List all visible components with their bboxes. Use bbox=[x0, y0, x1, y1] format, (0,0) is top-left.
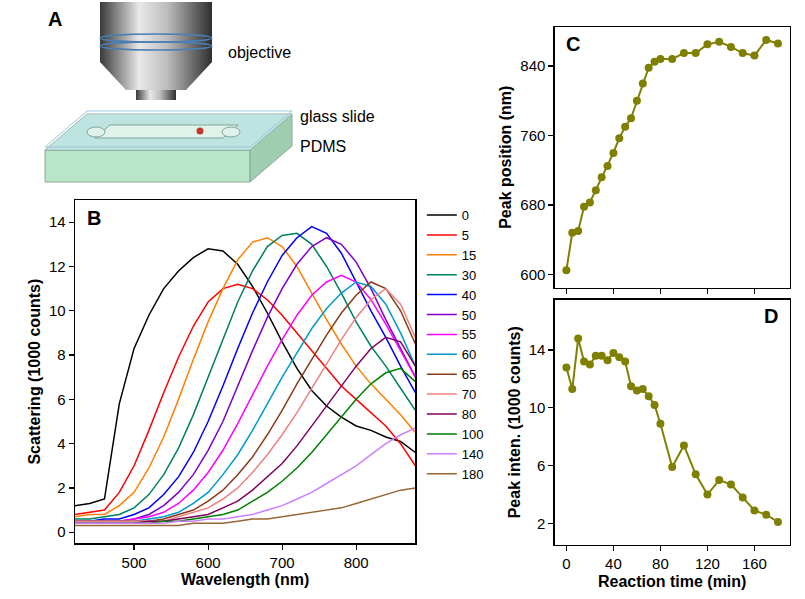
svg-text:6: 6 bbox=[537, 457, 545, 474]
svg-text:4: 4 bbox=[57, 435, 65, 452]
svg-text:objective: objective bbox=[228, 44, 291, 61]
svg-text:500: 500 bbox=[122, 554, 147, 571]
svg-text:100: 100 bbox=[462, 427, 484, 442]
svg-text:Peak position (nm): Peak position (nm) bbox=[497, 86, 514, 229]
svg-text:5: 5 bbox=[462, 228, 469, 243]
svg-text:80: 80 bbox=[652, 555, 669, 572]
svg-text:C: C bbox=[566, 33, 580, 55]
svg-text:180: 180 bbox=[462, 467, 484, 482]
svg-text:Wavelength (nm): Wavelength (nm) bbox=[181, 571, 309, 588]
svg-text:760: 760 bbox=[520, 127, 545, 144]
svg-text:50: 50 bbox=[462, 308, 476, 323]
svg-text:80: 80 bbox=[462, 407, 476, 422]
svg-text:PDMS: PDMS bbox=[300, 138, 346, 155]
svg-text:Scattering (1000 counts): Scattering (1000 counts) bbox=[26, 279, 43, 465]
svg-text:65: 65 bbox=[462, 367, 476, 382]
svg-text:0: 0 bbox=[462, 208, 469, 223]
svg-text:14: 14 bbox=[529, 341, 546, 358]
svg-text:glass slide: glass slide bbox=[300, 108, 375, 125]
svg-text:30: 30 bbox=[462, 268, 476, 283]
svg-text:0: 0 bbox=[562, 555, 570, 572]
svg-text:600: 600 bbox=[520, 266, 545, 283]
svg-text:800: 800 bbox=[344, 554, 369, 571]
svg-text:A: A bbox=[48, 8, 62, 30]
svg-text:2: 2 bbox=[57, 479, 65, 496]
svg-text:B: B bbox=[87, 207, 101, 229]
svg-text:840: 840 bbox=[520, 57, 545, 74]
svg-text:8: 8 bbox=[57, 346, 65, 363]
svg-text:Reaction time (min): Reaction time (min) bbox=[598, 573, 746, 590]
svg-text:10: 10 bbox=[49, 302, 66, 319]
svg-text:14: 14 bbox=[49, 213, 66, 230]
svg-text:700: 700 bbox=[270, 554, 295, 571]
svg-text:D: D bbox=[764, 305, 778, 327]
svg-text:60: 60 bbox=[462, 347, 476, 362]
svg-text:70: 70 bbox=[462, 387, 476, 402]
svg-text:15: 15 bbox=[462, 248, 476, 263]
svg-text:40: 40 bbox=[605, 555, 622, 572]
svg-text:160: 160 bbox=[742, 555, 767, 572]
svg-text:6: 6 bbox=[57, 391, 65, 408]
svg-text:600: 600 bbox=[196, 554, 221, 571]
svg-text:120: 120 bbox=[695, 555, 720, 572]
svg-text:55: 55 bbox=[462, 327, 476, 342]
svg-text:2: 2 bbox=[537, 515, 545, 532]
svg-text:12: 12 bbox=[49, 258, 66, 275]
svg-text:40: 40 bbox=[462, 288, 476, 303]
svg-text:140: 140 bbox=[462, 447, 484, 462]
svg-text:680: 680 bbox=[520, 196, 545, 213]
svg-text:10: 10 bbox=[529, 399, 546, 416]
svg-text:Peak inten. (1000 counts): Peak inten. (1000 counts) bbox=[506, 326, 523, 518]
svg-text:0: 0 bbox=[57, 523, 65, 540]
